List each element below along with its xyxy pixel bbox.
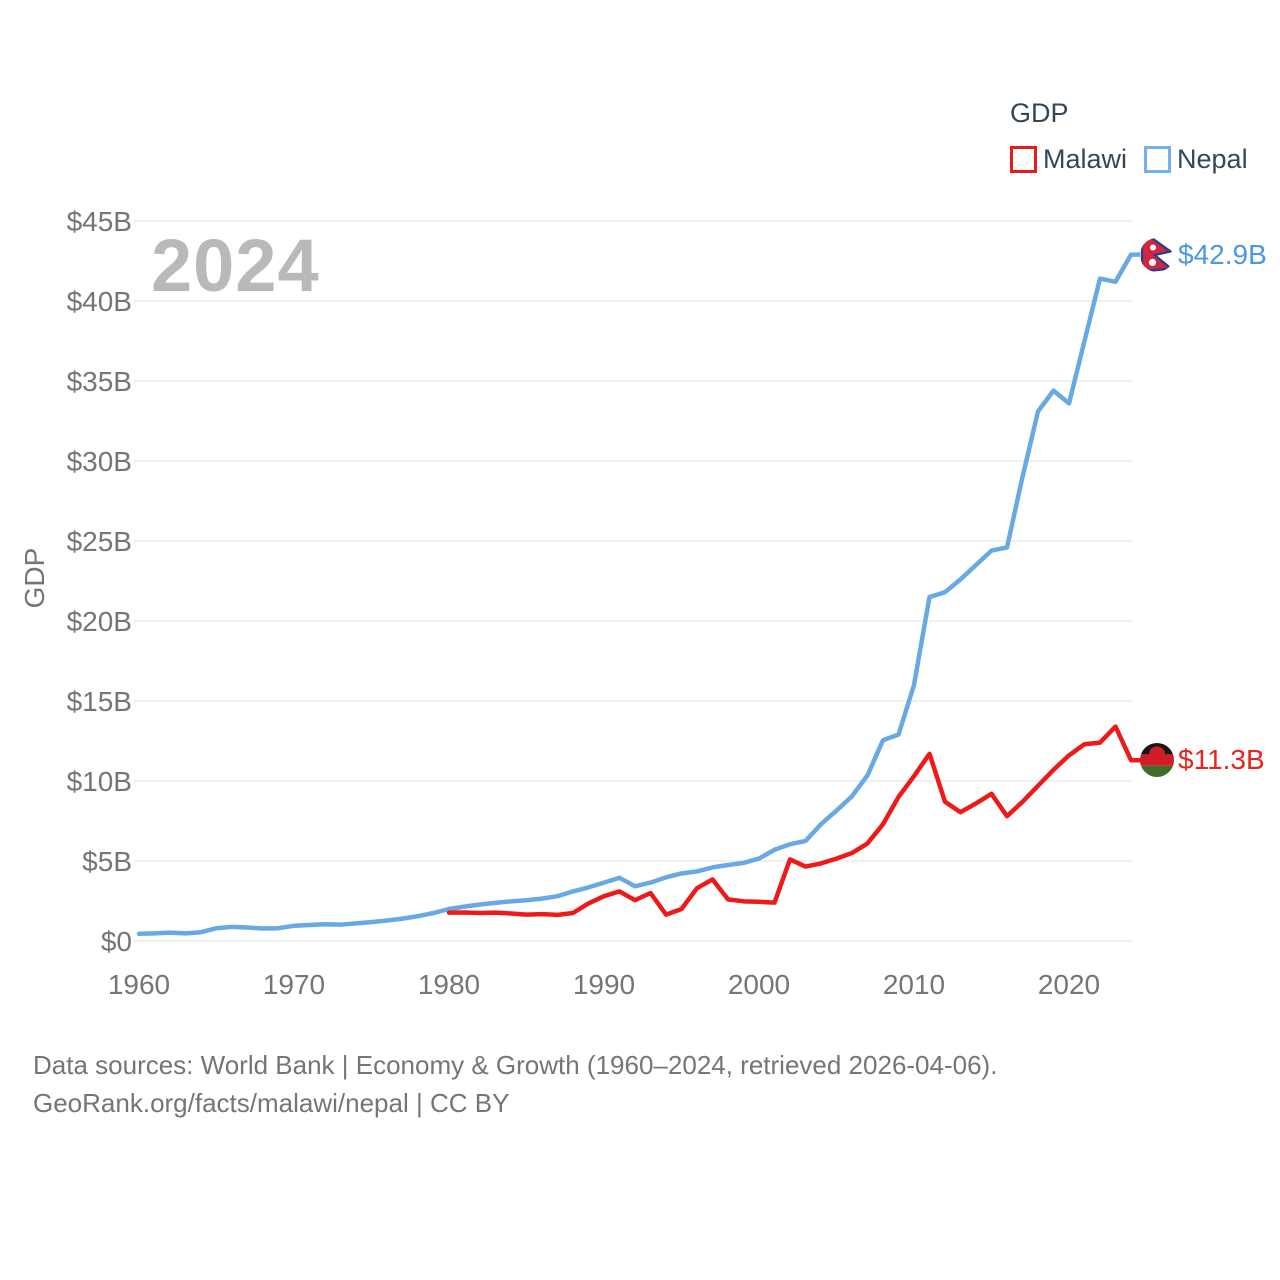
y-axis-tick-label: $35B [67, 366, 132, 397]
y-axis-tick-label: $30B [67, 446, 132, 477]
x-axis-tick-label: 1990 [573, 969, 635, 1000]
x-axis-tick-label: 1960 [108, 969, 170, 1000]
nepal-end-value-label: $42.9B [1178, 238, 1267, 270]
nepal-line[interactable] [136, 252, 1148, 937]
y-axis-tick-label: $45B [67, 206, 132, 237]
data-sources-line: Data sources: World Bank | Economy & Gro… [33, 1050, 998, 1080]
x-axis-tick-label: 1980 [418, 969, 480, 1000]
x-axis-tick-label: 2000 [728, 969, 790, 1000]
legend-item-malawi[interactable]: Malawi [1010, 144, 1127, 175]
malawi-line[interactable] [446, 724, 1148, 918]
legend-item-nepal[interactable]: Nepal [1144, 144, 1248, 175]
legend-item-label: Malawi [1043, 144, 1128, 174]
y-axis-tick-label: $40B [67, 286, 132, 317]
nepal-flag-icon [1140, 237, 1174, 272]
chart-legend: GDP Malawi Nepal [1010, 98, 1265, 175]
y-axis-title: GDP [19, 548, 50, 609]
x-axis-tick-label: 1970 [263, 969, 325, 1000]
x-axis-tick-label: 2010 [883, 969, 945, 1000]
y-axis-tick-label: $5B [82, 846, 132, 877]
malawi-flag-icon [1140, 743, 1174, 778]
x-axis-tick-label: 2020 [1038, 969, 1100, 1000]
georank-url-line: GeoRank.org/facts/malawi/nepal | CC BY [33, 1088, 510, 1118]
y-axis-tick-label: $10B [67, 766, 132, 797]
malawi-series-swatch [1010, 146, 1037, 173]
legend-item-label: Nepal [1177, 144, 1248, 174]
nepal-series-swatch [1144, 146, 1172, 173]
legend-items: Malawi Nepal [1010, 144, 1265, 175]
y-axis-tick-label: $20B [67, 606, 132, 637]
legend-title: GDP [1010, 98, 1069, 128]
y-axis-tick-label: $0 [101, 926, 132, 957]
y-axis-tick-label: $25B [67, 526, 132, 557]
watermark-year: 2024 [151, 224, 320, 307]
y-axis-tick-label: $15B [67, 686, 132, 717]
malawi-end-value-label: $11.3B [1178, 744, 1265, 776]
footer-attribution: Data sources: World Bank | Economy & Gro… [33, 1046, 997, 1122]
